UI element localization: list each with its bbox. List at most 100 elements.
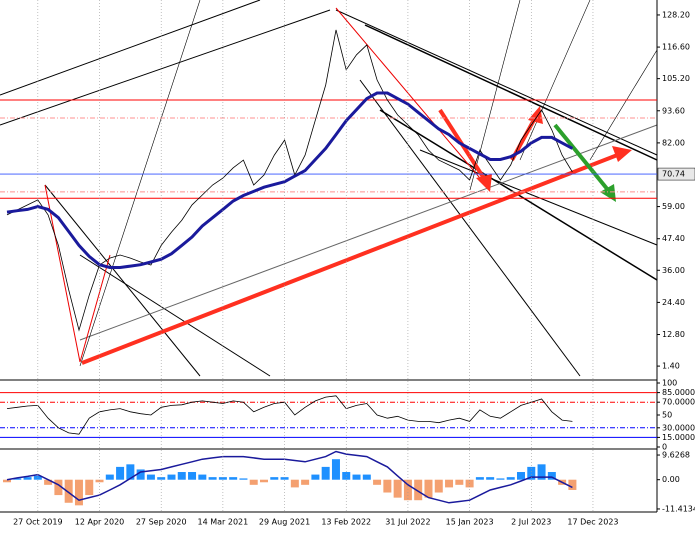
histogram-bar [280,477,289,480]
arrow-head [476,174,492,192]
histogram-bar [496,478,505,480]
histogram-bar [434,479,443,493]
histogram-bar [105,474,114,480]
x-tick-label: 14 Mar 2021 [198,518,249,527]
x-tick-label: 2 Jul 2023 [511,518,551,527]
y-tick-label: 93.60 [662,106,685,115]
series-line [6,395,573,435]
histogram-bar [506,477,515,480]
x-tick-label: 12 Apr 2020 [75,518,124,527]
x-tick-label: 29 Aug 2021 [259,518,310,527]
histogram-bar [362,474,371,480]
y-tick-label: 0 [662,443,667,452]
x-tick-label: 13 Feb 2022 [321,518,371,527]
fan-line [589,49,658,161]
fan-line [469,0,521,191]
histogram-bar [249,479,258,485]
histogram-bar [23,477,32,480]
histogram-bar [239,478,248,480]
histogram-bar [218,477,227,480]
histogram-bar [3,479,11,483]
histogram-bar [455,479,464,485]
histogram-bar [321,466,330,480]
y-tick-label: -11.4134 [662,504,695,513]
histogram-bar [208,477,217,480]
histogram-bar [486,477,495,480]
histogram-bar [136,469,145,480]
y-tick-label: 30.0000 [662,423,695,432]
trendline [79,254,271,377]
histogram-bar [64,479,73,503]
trendline [44,184,201,377]
histogram-bar [188,472,197,480]
x-tick-label: 27 Sep 2020 [136,518,187,527]
green-arrow [553,123,610,192]
histogram-bar [74,479,83,506]
histogram-bar [290,479,299,488]
y-tick-label: 128.20 [662,10,690,19]
fan-line [519,0,591,161]
histogram-bar [198,474,207,480]
histogram-bar [301,479,310,485]
histogram-bar [260,479,268,483]
histogram-bar [517,472,525,480]
y-tick-label: 12.80 [662,330,685,339]
histogram-bar [527,466,536,480]
y-tick-label: 100 [662,379,677,388]
histogram-bar [547,472,556,480]
x-tick-label: 15 Jan 2023 [446,518,494,527]
series-line [6,91,574,269]
histogram-bar [445,479,454,488]
y-tick-label: 36.00 [662,266,685,275]
y-tick-label: 116.60 [662,43,690,52]
y-tick-label: 82.00 [662,138,685,147]
histogram-bar [44,479,53,485]
y-tick-label: 47.40 [662,234,685,243]
histogram-bar [373,479,382,485]
series-line [6,450,573,504]
histogram-bar [352,474,361,480]
histogram-bar [311,474,320,480]
histogram-bar [126,464,135,480]
trendline [364,24,658,161]
trendline [79,124,658,341]
histogram-bar [383,479,392,493]
trendline [0,9,331,126]
red-line [79,254,111,363]
arrow-head [612,146,632,162]
arrow-head [600,184,616,202]
y-tick-label: 1.40 [662,362,680,371]
histogram-bar [393,479,402,498]
current-price-box [657,167,695,181]
histogram-bar [229,477,238,480]
histogram-bar [167,474,176,480]
histogram-bar [331,459,340,480]
histogram-bar [270,477,279,480]
histogram-bar [342,472,351,480]
y-tick-label: 70.0000 [662,398,695,407]
histogram-bar [146,474,155,480]
y-tick-label: 50 [662,411,672,420]
y-tick-label: 59.00 [662,202,685,211]
x-tick-label: 17 Dec 2023 [567,518,618,527]
histogram-bar [116,466,125,480]
x-tick-label: 31 Jul 2022 [385,518,430,527]
histogram-bar [85,479,94,496]
red-line [335,7,491,191]
histogram-bar [54,479,63,496]
histogram-bar [414,479,423,501]
histogram-bar [157,477,166,480]
red-arrow [81,152,621,365]
y-tick-label: 105.20 [662,74,690,83]
histogram-bar [475,477,484,480]
histogram-bar [424,479,433,498]
histogram-bar [568,479,577,490]
red-line [44,184,81,363]
y-tick-label: 15.0000 [662,433,695,442]
trendline [419,149,658,246]
x-tick-label: 27 Oct 2019 [13,518,62,527]
fan-line [79,0,201,367]
y-tick-label: 0.00 [662,475,680,484]
histogram-bar [13,478,22,480]
